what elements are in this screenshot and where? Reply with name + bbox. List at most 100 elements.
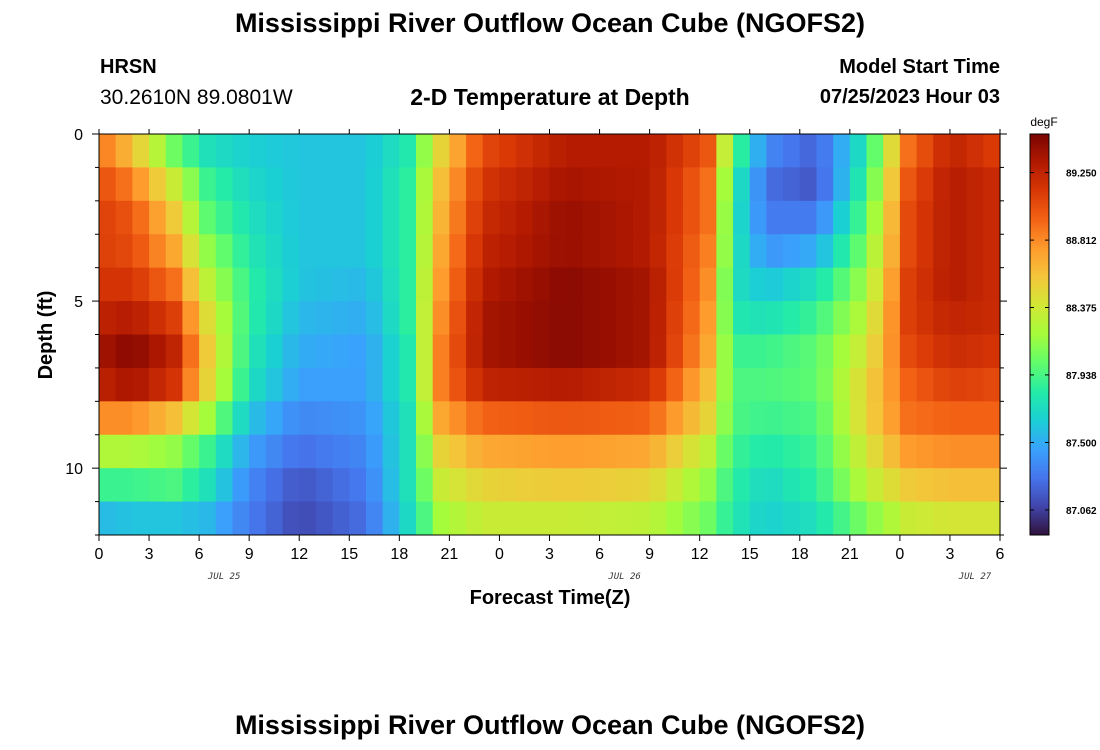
station-coordinates: 30.2610N 89.0801W	[100, 86, 293, 109]
heatmap-cell	[799, 301, 818, 335]
heatmap-cell	[132, 267, 150, 302]
heatmap-cell	[749, 434, 768, 469]
heatmap-cell	[282, 301, 300, 335]
heatmap-cell	[99, 200, 117, 235]
heatmap-cell	[499, 501, 517, 536]
heatmap-cell	[299, 468, 317, 502]
date-label: JUL 25	[207, 572, 241, 582]
heatmap-cell	[983, 167, 1001, 202]
heatmap-cell	[265, 267, 284, 302]
heatmap-cell	[215, 167, 234, 202]
heatmap-cell	[432, 334, 450, 369]
heatmap-cell	[249, 200, 267, 235]
heatmap-cell	[949, 401, 968, 436]
heatmap-cell	[666, 301, 684, 335]
heatmap-cell	[349, 301, 367, 335]
heatmap-cell	[182, 267, 200, 302]
heatmap-cell	[933, 234, 951, 269]
heatmap-cell	[699, 167, 717, 202]
heatmap-cell	[399, 267, 417, 302]
heatmap-cell	[416, 200, 434, 235]
heatmap-cell	[949, 501, 968, 536]
heatmap-cell	[749, 334, 768, 369]
heatmap-cell	[482, 501, 501, 536]
heatmap-cell	[349, 367, 367, 402]
heatmap-cell	[449, 234, 467, 269]
heatmap-cell	[733, 468, 751, 502]
heatmap-cell	[766, 134, 784, 168]
heatmap-cell	[816, 200, 834, 235]
heatmap-cell	[299, 301, 317, 335]
heatmap-cell	[933, 434, 951, 469]
heatmap-cell	[249, 468, 267, 502]
heatmap-cell	[649, 334, 667, 369]
heatmap-cell	[399, 134, 417, 168]
heatmap-cell	[833, 167, 851, 202]
heatmap-cell	[215, 468, 234, 502]
heatmap-cell	[199, 434, 217, 469]
heatmap-cell	[949, 267, 968, 302]
heatmap-cell	[766, 501, 784, 536]
heatmap-cell	[733, 367, 751, 402]
heatmap-cell	[449, 200, 467, 235]
heatmap-cell	[749, 468, 768, 502]
heatmap-cell	[532, 434, 551, 469]
heatmap-cell	[199, 167, 217, 202]
heatmap-cell	[733, 234, 751, 269]
heatmap-cell	[582, 167, 601, 202]
heatmap-cell	[182, 200, 200, 235]
colorbar-gradient	[1029, 133, 1050, 536]
heatmap-cell	[616, 468, 634, 502]
heatmap-cell	[582, 301, 601, 335]
heatmap-cell	[299, 267, 317, 302]
heatmap-cell	[115, 367, 133, 402]
heatmap-cell	[733, 401, 751, 436]
heatmap-cell	[399, 501, 417, 536]
x-tick-label: 12	[290, 546, 308, 563]
x-tick-label: 3	[145, 546, 154, 563]
heatmap-cell	[966, 234, 984, 269]
heatmap-cell	[566, 434, 584, 469]
heatmap-cell	[549, 134, 567, 168]
heatmap-cell	[449, 401, 467, 436]
heatmap-cell	[866, 234, 884, 269]
heatmap-cell	[616, 167, 634, 202]
heatmap-cell	[866, 134, 884, 168]
heatmap-cell	[232, 200, 250, 235]
heatmap-cell	[949, 134, 968, 168]
heatmap-cell	[482, 234, 501, 269]
heatmap-cell	[432, 134, 450, 168]
heatmap-cell	[549, 468, 567, 502]
heatmap-cell	[866, 434, 884, 469]
heatmap-cell	[632, 234, 651, 269]
heatmap-cell	[916, 167, 934, 202]
heatmap-cell	[199, 267, 217, 302]
heatmap-cell	[599, 468, 617, 502]
heatmap-cell	[833, 134, 851, 168]
colorbar-tick-label: 88.375	[1066, 304, 1097, 315]
heatmap-cell	[466, 234, 484, 269]
heatmap-cell	[349, 334, 367, 369]
heatmap-cell	[282, 267, 300, 302]
heatmap-cell	[682, 200, 701, 235]
heatmap-cell	[883, 301, 901, 335]
heatmap-cell	[949, 434, 968, 469]
heatmap-cell	[132, 501, 150, 536]
heatmap-cell	[766, 401, 784, 436]
heatmap-cell	[816, 334, 834, 369]
heatmap-cell	[599, 267, 617, 302]
heatmap-cell	[866, 301, 884, 335]
heatmap-cell	[682, 367, 701, 402]
heatmap-cell	[416, 167, 434, 202]
heatmap-cell	[833, 301, 851, 335]
heatmap-cell	[165, 301, 184, 335]
heatmap-cell	[783, 200, 801, 235]
heatmap-cell	[749, 367, 768, 402]
heatmap-cell	[549, 367, 567, 402]
heatmap-cell	[632, 301, 651, 335]
heatmap-cell	[766, 434, 784, 469]
heatmap-cell	[466, 200, 484, 235]
x-tick-label: 15	[340, 546, 358, 563]
heatmap-cell	[599, 501, 617, 536]
heatmap-cell	[365, 468, 384, 502]
